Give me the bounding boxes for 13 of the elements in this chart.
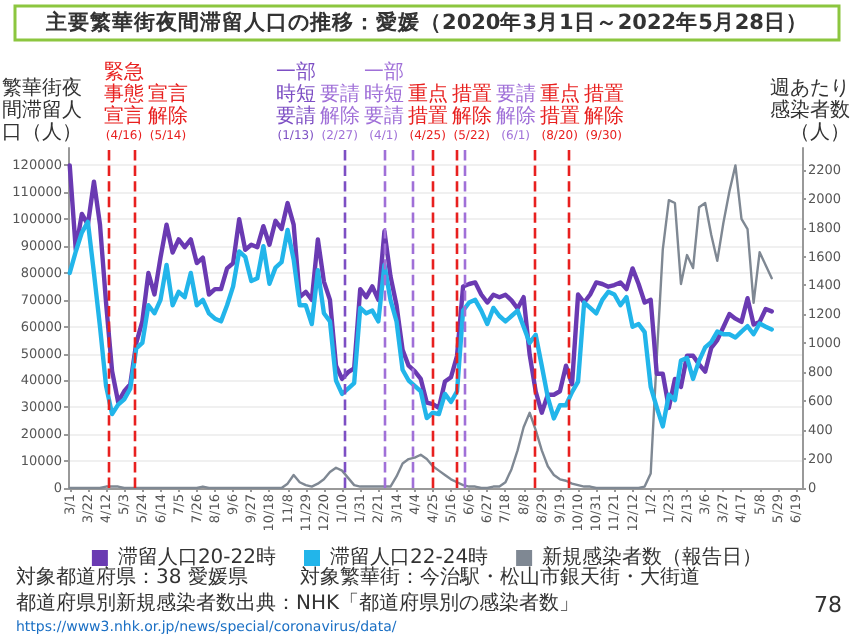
legend-label: 新規感染者数（報告日）: [542, 545, 763, 569]
text: 対象繁華街：今治駅・松山市銀天街・大街道: [300, 565, 700, 589]
text: 都道府県別新規感染者数出典：NHK「都道府県別の感染者数」: [16, 591, 580, 615]
y2-axis-title: 週あたり感染者数（人）: [770, 78, 850, 144]
line-series: [67, 163, 774, 415]
legend-label: 滞留人口20-22時: [117, 545, 277, 569]
line-series: [67, 219, 774, 429]
legend-label: 滞留人口22-24時: [330, 545, 489, 569]
text: 78: [814, 592, 842, 618]
line-series: [68, 164, 773, 490]
text: 対象都道府県：38 愛媛県: [16, 565, 248, 589]
chart-title: 主要繁華街夜間滞留人口の推移：愛媛（2020年3月1日～2022年5月28日）: [44, 9, 808, 35]
y-axis-title: 繁華街夜間滞留人口（人）: [2, 76, 82, 144]
